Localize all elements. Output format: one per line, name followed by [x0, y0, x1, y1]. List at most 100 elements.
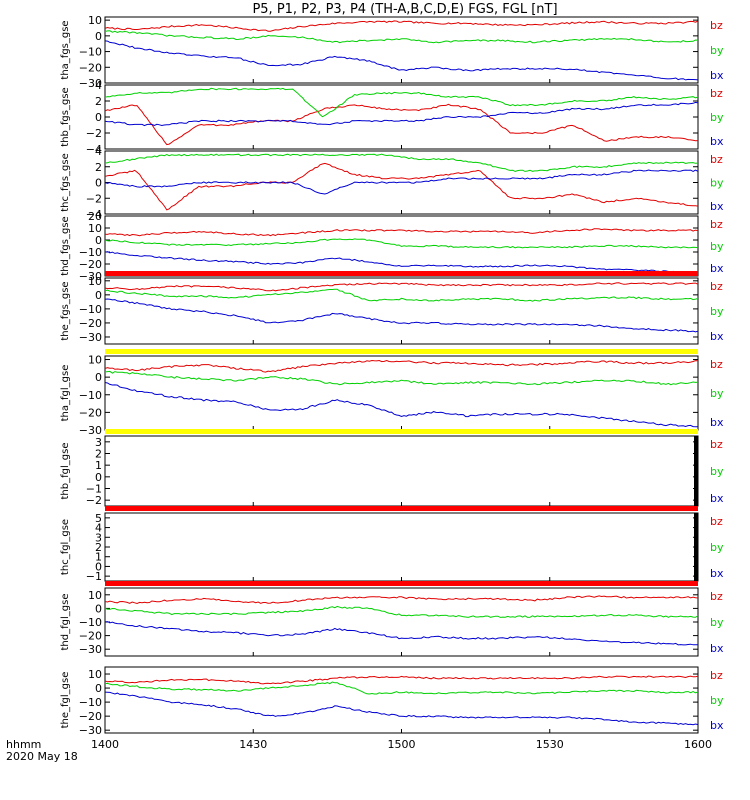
y-tick-label: 10 [88, 275, 102, 288]
y-tick-label: 1 [95, 459, 102, 472]
y-tick-label: −10 [79, 46, 102, 59]
panel-thb_fgs_gse: 4 2 0 −2 −4 thb_fgs_gse bz by bx [60, 79, 724, 156]
legend-bz: bz [710, 358, 723, 371]
y-tick-label: −30 [79, 77, 102, 90]
legend-bx: bx [710, 135, 724, 148]
series-bz [104, 103, 699, 146]
series-bz [104, 228, 699, 237]
x-tick-label: 1500 [388, 738, 416, 751]
right-edge-ticks [694, 436, 698, 506]
series-bx [104, 40, 699, 81]
legend-by: by [710, 541, 724, 554]
legend-bx: bx [710, 262, 724, 275]
panel-tha_fgl_gse: 10 0 −10 −20 −30 tha_fgl_gse bz by bx [60, 349, 724, 437]
y-tick-label: −10 [79, 616, 102, 629]
series-bx [104, 169, 699, 195]
panel-frame [104, 512, 699, 582]
y-tick-label: 10 [88, 14, 102, 27]
y-axis-label: tha_fgl_gse [60, 365, 71, 422]
legend-bx: bx [710, 492, 724, 505]
legend-bx: bx [710, 416, 724, 429]
y-tick-label: 10 [88, 222, 102, 235]
legend-bx: bx [710, 69, 724, 82]
series-bx [104, 382, 699, 428]
y-tick-label: 0 [95, 371, 102, 384]
legend-bz: bz [710, 218, 723, 231]
legend-by: by [710, 177, 724, 190]
panel-tha_fgs_gse: 10 0 −10 −20 −30 tha_fgs_gse bz by bx [60, 14, 724, 90]
legend-bz: bz [710, 87, 723, 100]
panel-frame [104, 587, 699, 657]
y-tick-label: −30 [79, 424, 102, 437]
series-by [104, 605, 699, 618]
y-tick-label: −20 [79, 317, 102, 330]
status-bar [105, 271, 698, 276]
y-tick-label: −30 [79, 270, 102, 283]
legend-bx: bx [710, 642, 724, 655]
chart-title: P5, P1, P2, P3, P4 (TH-A,B,C,D,E) FGS, F… [252, 2, 557, 17]
status-bar [105, 581, 698, 586]
y-tick-label: 10 [88, 668, 102, 681]
legend-by: by [710, 44, 724, 57]
y-tick-label: −10 [79, 389, 102, 402]
time-axis-label: hhmm [6, 738, 41, 751]
y-axis-label: thb_fgs_gse [60, 87, 71, 146]
y-tick-label: −2 [86, 192, 102, 205]
panel-frame [104, 16, 699, 84]
y-tick-label: −4 [86, 208, 102, 221]
series-bx [104, 101, 699, 127]
y-tick-label: −1 [86, 570, 102, 583]
y-axis-label: thc_fgl_gse [60, 519, 71, 575]
legend-by: by [710, 694, 724, 707]
legend-by: by [710, 387, 724, 400]
series-bz [104, 595, 699, 605]
y-axis-label: thb_fgl_gse [60, 443, 71, 500]
legend-bz: bz [710, 515, 723, 528]
right-edge-ticks [694, 513, 698, 581]
y-tick-label: 0 [95, 602, 102, 615]
legend-bz: bz [710, 153, 723, 166]
series-bz [104, 20, 699, 32]
series-bz [104, 675, 699, 685]
legend-by: by [710, 465, 724, 478]
y-tick-label: 0 [95, 30, 102, 43]
y-tick-label: 0 [95, 682, 102, 695]
y-tick-label: 0 [95, 289, 102, 302]
y-tick-label: 5 [95, 512, 102, 525]
y-tick-label: −2 [86, 127, 102, 140]
y-axis-label: thd_fgs_gse [60, 216, 71, 275]
x-tick-label: 1600 [684, 738, 712, 751]
y-tick-label: 4 [95, 79, 102, 92]
y-tick-label: −20 [79, 258, 102, 271]
panel-frame [104, 277, 699, 345]
legend-bz: bz [710, 669, 723, 682]
panel-frame [104, 84, 699, 150]
legend-bx: bx [710, 330, 724, 343]
y-tick-label: 10 [88, 589, 102, 602]
panel-the_fgl_gse: 100−10−20−30 the_fgl_gse bz by bx [60, 666, 724, 737]
y-axis-label: tha_fgs_gse [60, 20, 71, 79]
series-bx [104, 251, 699, 273]
y-tick-label: 20 [88, 210, 102, 223]
y-tick-label: 0 [95, 234, 102, 247]
y-tick-label: 3 [95, 531, 102, 544]
y-tick-label: −1 [86, 483, 102, 496]
y-tick-label: 2 [95, 95, 102, 108]
y-tick-label: −10 [79, 246, 102, 259]
series-bx [104, 691, 699, 726]
y-tick-label: −4 [86, 143, 102, 156]
panel-thd_fgl_gse: 100−10−20−30 thd_fgl_gse bz by bx [60, 581, 724, 657]
y-tick-label: 0 [95, 177, 102, 190]
series-by [104, 238, 699, 249]
legend-bz: bz [710, 280, 723, 293]
y-tick-label: 10 [88, 354, 102, 367]
series-by [104, 153, 699, 172]
y-tick-label: 0 [95, 560, 102, 573]
series-bz [104, 162, 699, 211]
legend-by: by [710, 240, 724, 253]
legend-by: by [710, 616, 724, 629]
status-bar [105, 429, 698, 434]
series-bz [104, 359, 699, 373]
